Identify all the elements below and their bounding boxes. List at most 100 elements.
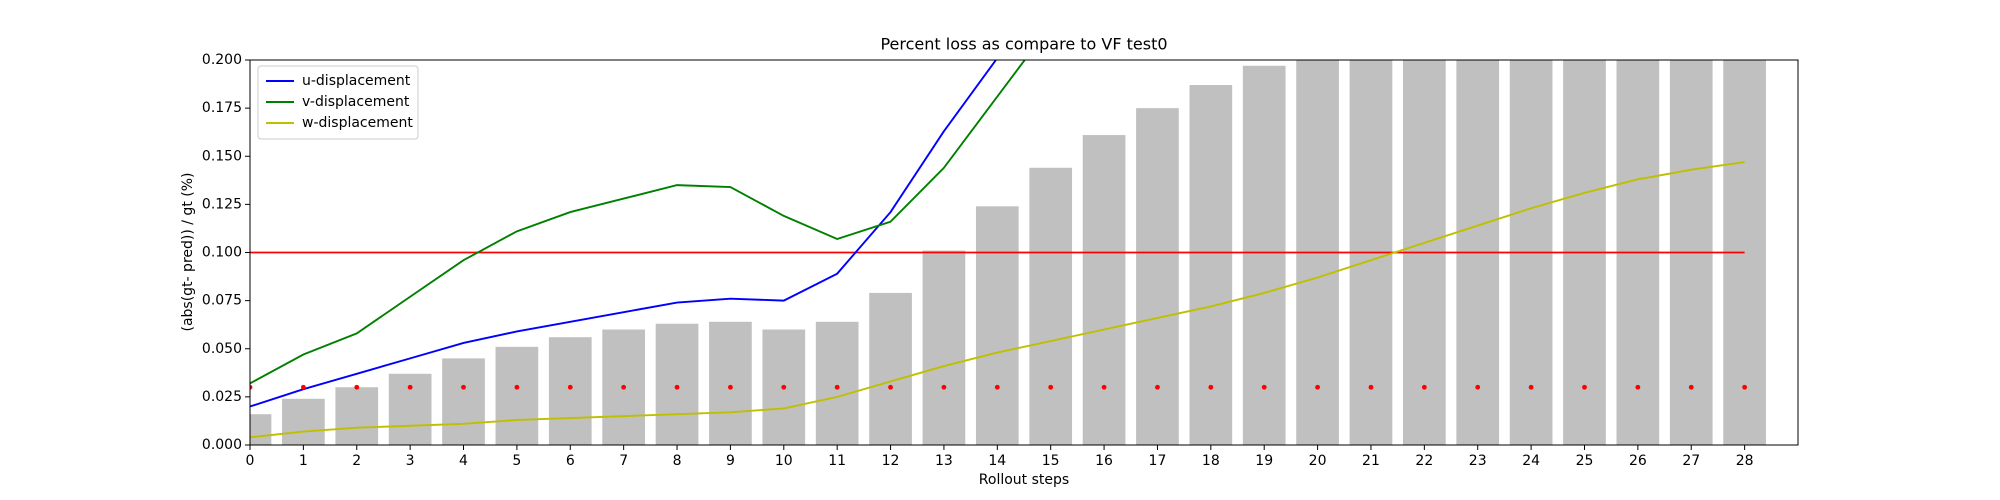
- bar: [282, 398, 325, 445]
- marker-dot: [1421, 384, 1427, 390]
- x-tick-label: 15: [1042, 453, 1060, 469]
- y-tick-label: 0.150: [202, 148, 242, 164]
- bar: [709, 321, 752, 445]
- bar: [1349, 60, 1393, 445]
- y-axis-label: (abs(gt- pred)) / gt (%): [180, 173, 196, 332]
- x-tick-label: 8: [673, 453, 682, 469]
- marker-dot: [1368, 384, 1374, 390]
- marker-dot: [1742, 384, 1748, 390]
- x-tick-label: 27: [1682, 453, 1700, 469]
- x-tick-label: 10: [775, 453, 793, 469]
- y-tick-label: 0.075: [202, 293, 242, 309]
- bar: [1509, 60, 1553, 445]
- marker-dot: [1315, 384, 1320, 390]
- x-tick-label: 9: [726, 453, 735, 469]
- marker-dot: [888, 384, 893, 390]
- bar: [1242, 65, 1286, 445]
- marker-dot: [994, 384, 1000, 390]
- marker-dot: [674, 384, 680, 390]
- marker-dot: [461, 384, 466, 390]
- x-tick-label: 4: [459, 453, 468, 469]
- x-tick-label: 21: [1362, 453, 1380, 469]
- x-tick-label: 1: [299, 453, 308, 469]
- bar: [1029, 167, 1073, 445]
- y-tick-label: 0.000: [202, 437, 242, 453]
- marker-dot: [834, 384, 840, 390]
- y-tick-label: 0.200: [202, 52, 242, 68]
- legend-label: v-displacement: [302, 94, 410, 110]
- y-tick-label: 0.100: [202, 245, 242, 261]
- bar: [548, 337, 592, 445]
- x-tick-label: 19: [1255, 453, 1273, 469]
- y-tick-label: 0.125: [202, 196, 242, 212]
- marker-dot: [1582, 384, 1587, 390]
- marker-dot: [1475, 384, 1481, 390]
- bar: [975, 206, 1019, 445]
- marker-dot: [1635, 384, 1641, 390]
- bar: [1723, 60, 1766, 445]
- marker-dot: [1048, 384, 1054, 390]
- x-tick-label: 7: [619, 453, 628, 469]
- x-tick-label: 2: [352, 453, 361, 469]
- line-series: [250, 60, 1026, 385]
- marker-dot: [1101, 384, 1107, 390]
- marker-dot: [407, 384, 413, 390]
- y-tick-label: 0.025: [202, 389, 242, 405]
- legend-box: [257, 65, 419, 140]
- marker-dot: [728, 384, 733, 390]
- x-tick-label: 20: [1309, 453, 1327, 469]
- bar: [1402, 60, 1446, 445]
- marker-dot: [514, 384, 520, 390]
- x-axis-label: Rollout steps: [979, 472, 1069, 488]
- x-tick-label: 12: [882, 453, 900, 469]
- line-series: [250, 161, 1745, 439]
- marker-dot: [781, 384, 787, 390]
- bar: [1082, 135, 1126, 445]
- marker-dot: [1688, 384, 1694, 390]
- bar: [815, 321, 859, 445]
- x-tick-label: 16: [1095, 453, 1113, 469]
- x-tick-label: 11: [828, 453, 846, 469]
- y-tick-label: 0.175: [202, 100, 242, 116]
- plot-area: [250, 60, 1766, 445]
- x-tick-label: 25: [1576, 453, 1594, 469]
- x-tick-label: 22: [1415, 453, 1433, 469]
- x-tick-label: 17: [1149, 453, 1167, 469]
- marker-dot: [1528, 384, 1534, 390]
- bar: [1669, 60, 1713, 445]
- marker-dot: [250, 384, 253, 390]
- x-tick-label: 14: [988, 453, 1006, 469]
- legend-label: w-displacement: [302, 115, 413, 131]
- x-tick-label: 5: [512, 453, 521, 469]
- marker-dot: [941, 384, 947, 390]
- x-tick-label: 26: [1629, 453, 1647, 469]
- x-tick-label: 13: [935, 453, 953, 469]
- bar: [1136, 108, 1179, 445]
- x-tick-label: 23: [1469, 453, 1487, 469]
- marker-dot: [567, 384, 573, 390]
- bar: [442, 358, 485, 445]
- marker-dot: [1155, 384, 1160, 390]
- bar: [1563, 60, 1606, 445]
- x-tick-label: 3: [406, 453, 415, 469]
- x-tick-label: 18: [1202, 453, 1220, 469]
- bar: [1616, 60, 1660, 445]
- marker-dot: [621, 384, 627, 390]
- marker-dot: [1208, 384, 1214, 390]
- bar: [869, 292, 912, 445]
- x-tick-label: 6: [566, 453, 575, 469]
- bar: [1189, 85, 1233, 445]
- marker-dot: [1261, 384, 1267, 390]
- bar: [335, 387, 379, 445]
- x-tick-label: 0: [246, 453, 255, 469]
- chart-title: Percent loss as compare to VF test0: [880, 35, 1167, 54]
- bar: [922, 250, 966, 445]
- legend-label: u-displacement: [302, 73, 411, 89]
- line-series: [250, 60, 998, 408]
- bar: [495, 346, 539, 445]
- x-tick-label: 24: [1522, 453, 1540, 469]
- bar: [388, 373, 432, 445]
- x-tick-label: 28: [1736, 453, 1754, 469]
- marker-dot: [354, 384, 360, 390]
